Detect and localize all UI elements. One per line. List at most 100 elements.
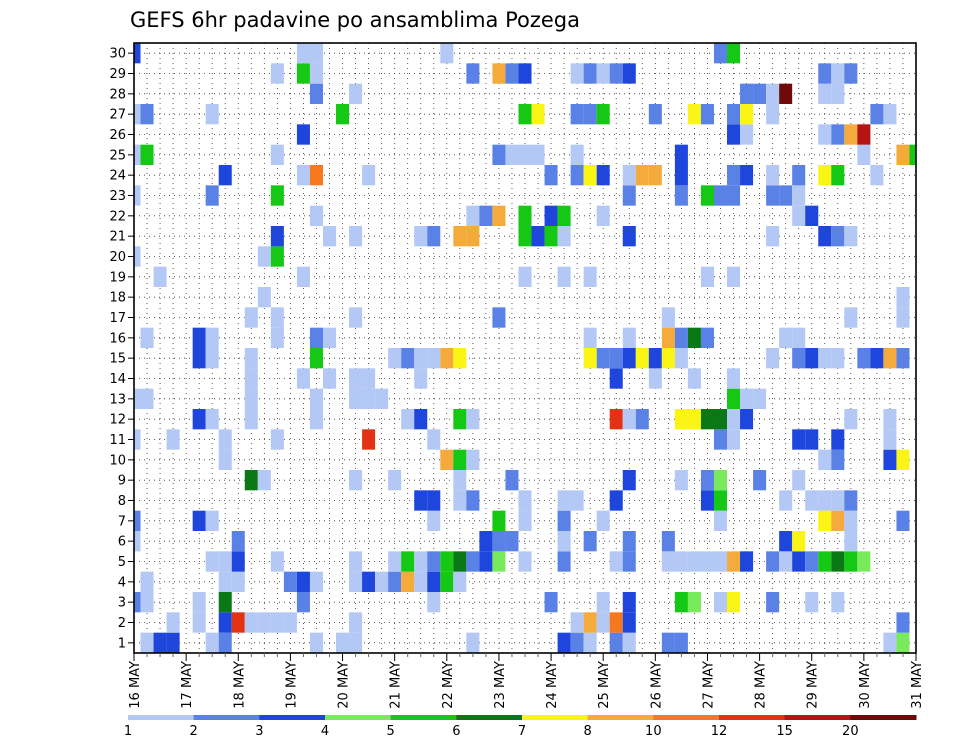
heatmap-cell	[205, 327, 219, 348]
heatmap-cell	[713, 490, 728, 511]
heatmap-cell	[192, 409, 206, 430]
heatmap-cell	[322, 368, 337, 389]
heatmap-cell	[700, 266, 714, 287]
heatmap-cell	[740, 124, 754, 145]
heatmap-cell	[557, 226, 571, 247]
heatmap-cell	[440, 551, 454, 572]
heatmap-cell	[466, 226, 480, 247]
heatmap-cell	[218, 449, 232, 470]
heatmap-cell	[844, 551, 858, 572]
heatmap-cell	[883, 104, 897, 125]
heatmap-cell	[674, 348, 688, 369]
heatmap-cell	[557, 632, 571, 653]
colorbar-label: 10	[645, 724, 662, 739]
heatmap-cell	[792, 551, 806, 572]
colorbar-label: 7	[518, 724, 526, 739]
heatmap-cell	[635, 348, 649, 369]
x-tick-label: 25 MAY	[597, 661, 612, 709]
heatmap-cell	[844, 124, 858, 145]
heatmap-cell	[753, 470, 767, 491]
y-tick-label: 23	[109, 189, 126, 204]
y-tick-label: 8	[118, 494, 126, 509]
heatmap-cell	[896, 144, 910, 165]
heatmap-cell	[270, 327, 284, 348]
heatmap-cell	[818, 165, 832, 186]
colorbar-swatch	[522, 715, 589, 720]
x-tick-label: 20 MAY	[337, 661, 352, 709]
heatmap-cell	[805, 205, 819, 226]
heatmap-cell	[244, 348, 258, 369]
heatmap-cell	[218, 551, 232, 572]
heatmap-cell	[453, 409, 467, 430]
heatmap-cell	[296, 124, 310, 145]
colorbar-label: 2	[190, 724, 198, 739]
heatmap-cell	[896, 510, 910, 531]
heatmap-cell	[270, 185, 284, 206]
heatmap-cell	[296, 368, 310, 389]
heatmap-cell	[779, 551, 793, 572]
colorbar-label: 20	[842, 724, 859, 739]
heatmap-cell	[805, 429, 819, 450]
heatmap-cell	[244, 368, 258, 389]
heatmap-cell	[857, 124, 871, 145]
heatmap-cell	[375, 388, 389, 409]
heatmap-cell	[740, 104, 754, 125]
heatmap-cell	[231, 612, 245, 633]
heatmap-cell	[466, 632, 480, 653]
heatmap-cell	[440, 348, 454, 369]
heatmap-cell	[648, 165, 662, 186]
heatmap-cell	[134, 592, 141, 613]
heatmap-cell	[609, 348, 623, 369]
heatmap-cell	[727, 388, 741, 409]
heatmap-cell	[466, 205, 480, 226]
heatmap-cell	[427, 551, 441, 572]
heatmap-cell	[727, 43, 741, 64]
heatmap-cell	[622, 470, 636, 491]
heatmap-cell	[309, 348, 323, 369]
heatmap-cell	[166, 429, 180, 450]
heatmap-cell	[518, 490, 532, 511]
heatmap-cell	[166, 612, 180, 633]
y-tick-label: 10	[109, 453, 126, 468]
heatmap-cell	[466, 409, 480, 430]
heatmap-cell	[309, 388, 323, 409]
y-tick-label: 27	[109, 108, 126, 123]
colorbar-swatch	[850, 715, 917, 720]
heatmap-cell	[583, 348, 597, 369]
heatmap-cell	[857, 348, 871, 369]
heatmap-cell	[466, 449, 480, 470]
heatmap-cell	[336, 104, 350, 125]
colorbar-label: 5	[387, 724, 395, 739]
heatmap-cell	[309, 165, 323, 186]
heatmap-cell	[296, 592, 310, 613]
heatmap-cell	[518, 266, 532, 287]
y-tick-label: 3	[118, 596, 126, 611]
heatmap-cell	[896, 612, 910, 633]
heatmap-cell	[375, 571, 389, 592]
heatmap-cell	[779, 185, 793, 206]
heatmap-cell	[205, 348, 219, 369]
heatmap-cell	[205, 104, 219, 125]
y-tick-label: 2	[118, 616, 126, 631]
heatmap-cell	[557, 510, 571, 531]
y-tick-label: 4	[118, 575, 126, 590]
heatmap-cell	[140, 571, 154, 592]
heatmap-cell	[205, 551, 219, 572]
heatmap-cell	[231, 531, 245, 552]
y-tick-label: 6	[118, 535, 126, 550]
heatmap-cell	[349, 470, 363, 491]
heatmap-cell	[309, 205, 323, 226]
heatmap-cell	[349, 83, 363, 104]
heatmap-cell	[453, 470, 467, 491]
heatmap-cell	[805, 592, 819, 613]
heatmap-cell	[192, 327, 206, 348]
colorbar-label: 8	[584, 724, 592, 739]
heatmap-cell	[596, 63, 610, 84]
heatmap-cell	[870, 104, 884, 125]
heatmap-cell	[622, 409, 636, 430]
heatmap-cell	[309, 83, 323, 104]
colorbar-swatch	[193, 715, 260, 720]
heatmap-cell	[134, 429, 141, 450]
y-tick-label: 11	[109, 433, 126, 448]
